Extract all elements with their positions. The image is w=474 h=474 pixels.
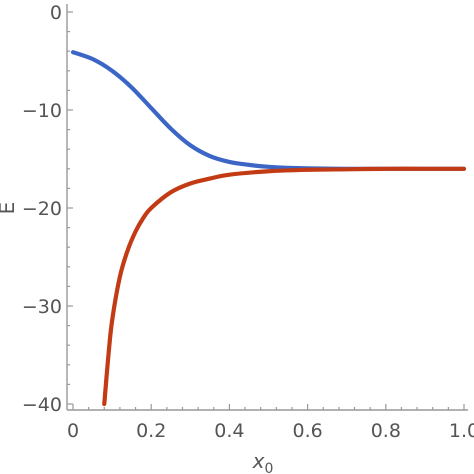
y-tick-label: 0 — [50, 2, 62, 24]
y-tick-label: −40 — [22, 394, 62, 416]
x-axis-title-main: x — [252, 449, 265, 473]
ticks-layer: 0 0.2 0.4 0.6 0.8 1.0 0 −10 −20 −30 −40 — [22, 2, 474, 442]
axes-layer — [66, 4, 468, 411]
x-tick-label: 0.6 — [292, 420, 322, 442]
x-tick-label: 0.8 — [371, 420, 401, 442]
x-axis-title-subscript: 0 — [264, 461, 273, 474]
x-axis-title: x0 — [252, 449, 274, 474]
y-tick-label: −20 — [22, 198, 62, 220]
y-axis-title: E — [0, 202, 19, 215]
y-tick-label: −30 — [22, 296, 62, 318]
x-tick-label: 1.0 — [449, 420, 474, 442]
series-layer — [70, 50, 467, 407]
x-tick-label: 0 — [67, 420, 79, 442]
x-tick-label: 0.2 — [136, 420, 166, 442]
series-line-lower — [102, 166, 467, 407]
series-line-upper — [70, 50, 467, 171]
y-tick-label: −10 — [22, 100, 62, 122]
x-tick-label: 0.4 — [214, 420, 244, 442]
